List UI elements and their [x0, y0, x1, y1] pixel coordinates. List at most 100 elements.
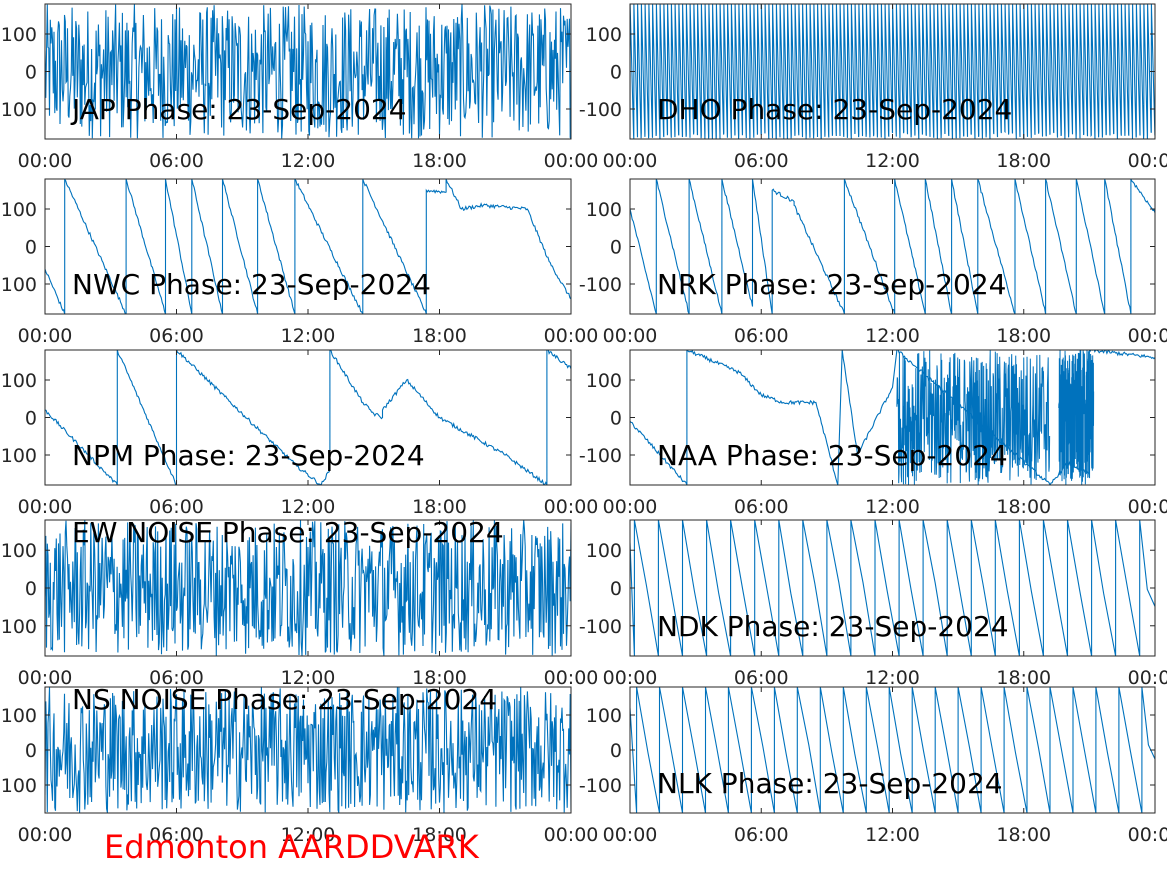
x-tick-label: 00:00: [1128, 150, 1167, 172]
subplot-title: NWC Phase: 23-Sep-2024: [72, 268, 431, 301]
x-tick-label: 18:00: [996, 496, 1051, 518]
subplot-5: 00:00 06:00 12:00 18:00 00:00 100 0 -100 NAA Pha…: [579, 349, 1167, 518]
x-tick-label: 12:00: [281, 824, 336, 846]
x-tick-label: 12:00: [281, 496, 336, 518]
y-tick-label: 0: [25, 408, 37, 430]
series-line: [45, 4, 571, 139]
x-tick-label: 00:00: [1128, 496, 1167, 518]
x-tick-label: 06:00: [149, 824, 204, 846]
subplot-title: JAP Phase: 23-Sep-2024: [70, 93, 407, 126]
series-line: [45, 350, 571, 485]
y-tick-label: 0: [610, 237, 622, 259]
subplot-title: NRK Phase: 23-Sep-2024: [657, 268, 1006, 301]
y-tick-label: 100: [1, 199, 37, 221]
x-tick-label: 12:00: [865, 824, 920, 846]
subplot-4: 00:00 06:00 12:00 18:00 00:00 100 0 -100 NPM Pha…: [0, 349, 598, 518]
series-line: [45, 687, 571, 813]
subplot-2: 00:00 06:00 12:00 18:00 00:00 100 0 -100 NWC Pha…: [0, 178, 599, 347]
series-line: [45, 179, 571, 314]
y-tick-label: 0: [25, 62, 37, 84]
x-tick-label: 00:00: [1128, 667, 1167, 689]
x-tick-label: 06:00: [734, 150, 789, 172]
x-tick-label: 00:00: [18, 150, 73, 172]
x-tick-label: 00:00: [544, 824, 599, 846]
y-tick-label: 100: [586, 705, 622, 727]
x-tick-label: 06:00: [149, 496, 204, 518]
station-footer-label: Edmonton AARDDVARK: [104, 828, 479, 866]
y-tick-label: 100: [586, 24, 622, 46]
subplot-title: NAA Phase: 23-Sep-2024: [657, 439, 1008, 472]
series-line-noise-a: [896, 350, 1051, 485]
x-tick-label: 12:00: [865, 150, 920, 172]
x-tick-label: 18:00: [996, 325, 1051, 347]
x-tick-label: 12:00: [281, 150, 336, 172]
subplot-6: 00:00 06:00 12:00 18:00 00:00 100 0 -100 EW NOIS…: [0, 516, 598, 689]
x-tick-label: 00:00: [18, 496, 73, 518]
subplot-3: 00:00 06:00 12:00 18:00 00:00 100 0 -100 NRK Pha…: [579, 178, 1167, 347]
x-tick-label: 00:00: [603, 150, 658, 172]
subplot-8: 00:00 06:00 12:00 18:00 00:00 100 0 -100 NS NOIS…: [0, 683, 598, 846]
x-tick-label: 06:00: [734, 325, 789, 347]
x-tick-label: 00:00: [603, 496, 658, 518]
x-tick-label: 12:00: [281, 325, 336, 347]
y-tick-label: 100: [1, 370, 37, 392]
x-tick-label: 18:00: [996, 824, 1051, 846]
y-tick-label: 0: [610, 62, 622, 84]
x-tick-label: 12:00: [865, 496, 920, 518]
x-tick-label: 00:00: [18, 325, 73, 347]
x-tick-label: 00:00: [1128, 325, 1167, 347]
series-line: [45, 520, 571, 656]
y-tick-label: -100: [0, 616, 37, 638]
subplot-title: NLK Phase: 23-Sep-2024: [657, 767, 1003, 800]
x-tick-label: 00:00: [544, 496, 599, 518]
subplot-1: 00:00 06:00 12:00 18:00 00:00 100 0 -100 DHO Pha…: [579, 3, 1167, 172]
subplot-0: 00:00 06:00 12:00 18:00 00:00 100 0 -100 JAP Pha…: [0, 3, 599, 172]
series-line-noise-b: [1058, 350, 1095, 485]
y-tick-label: 0: [610, 578, 622, 600]
y-tick-label: -100: [0, 99, 37, 121]
x-tick-label: 18:00: [412, 325, 467, 347]
y-tick-label: -100: [579, 616, 622, 638]
x-tick-label: 00:00: [603, 824, 658, 846]
x-tick-label: 00:00: [18, 824, 73, 846]
x-tick-label: 06:00: [149, 325, 204, 347]
series-line: [630, 350, 1155, 485]
x-tick-label: 00:00: [1128, 824, 1167, 846]
subplot-title: NDK Phase: 23-Sep-2024: [657, 610, 1009, 643]
x-tick-label: 12:00: [281, 667, 336, 689]
x-tick-label: 00:00: [18, 667, 73, 689]
x-tick-label: 06:00: [734, 824, 789, 846]
y-tick-label: 100: [1, 540, 37, 562]
y-tick-label: 100: [586, 199, 622, 221]
x-tick-label: 18:00: [412, 496, 467, 518]
y-tick-label: -100: [0, 274, 37, 296]
subplot-9: 00:00 06:00 12:00 18:00 00:00 100 0 -100 NLK Pha…: [579, 686, 1167, 846]
y-tick-label: 0: [610, 740, 622, 762]
x-tick-label: 00:00: [544, 325, 599, 347]
series-line: [630, 687, 1155, 813]
series-line: [630, 520, 1155, 656]
x-tick-label: 06:00: [734, 667, 789, 689]
y-tick-label: 0: [25, 237, 37, 259]
series-line: [630, 4, 1155, 139]
y-tick-label: -100: [0, 445, 37, 467]
y-tick-label: 100: [1, 24, 37, 46]
x-tick-label: 12:00: [865, 667, 920, 689]
subplot-title: EW NOISE Phase: 23-Sep-2024: [72, 516, 504, 549]
x-tick-label: 18:00: [412, 824, 467, 846]
subplot-title: NPM Phase: 23-Sep-2024: [72, 439, 425, 472]
x-tick-label: 00:00: [603, 325, 658, 347]
x-tick-label: 18:00: [996, 667, 1051, 689]
y-tick-label: -100: [579, 445, 622, 467]
y-tick-label: 100: [586, 370, 622, 392]
x-tick-label: 00:00: [544, 150, 599, 172]
y-tick-label: 100: [586, 540, 622, 562]
x-tick-label: 06:00: [149, 667, 204, 689]
x-tick-label: 18:00: [412, 667, 467, 689]
y-tick-label: 0: [25, 740, 37, 762]
subplot-title: DHO Phase: 23-Sep-2024: [657, 93, 1012, 126]
x-tick-label: 12:00: [865, 325, 920, 347]
x-tick-label: 18:00: [412, 150, 467, 172]
y-tick-label: -100: [579, 775, 622, 797]
